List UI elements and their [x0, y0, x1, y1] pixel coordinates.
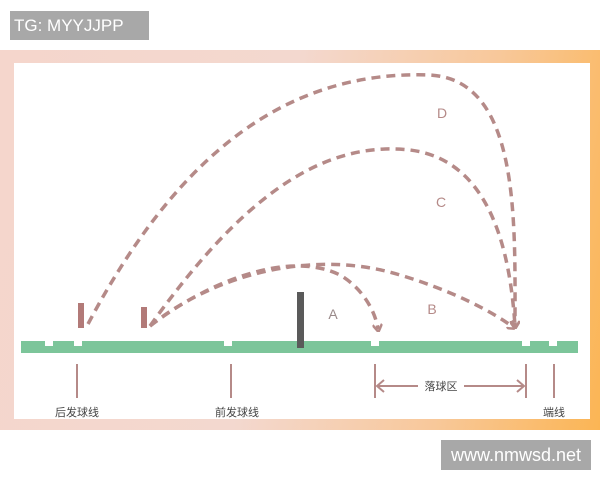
- landing-zone-label: 落球区: [425, 379, 458, 393]
- arrowhead-right-icon: [516, 379, 526, 393]
- watermark-top: TG: MYYJJPP: [10, 11, 149, 40]
- watermark-bottom: www.nmwsd.net: [441, 440, 591, 470]
- label-a: A: [328, 306, 338, 322]
- net: [297, 292, 304, 348]
- arrowhead-left-icon: [375, 379, 385, 393]
- racket-front: [141, 307, 147, 328]
- back-service-line-label: 后发球线: [55, 405, 99, 419]
- label-c: C: [436, 194, 446, 210]
- trajectory-d: [86, 73, 515, 326]
- label-b: B: [427, 301, 436, 317]
- label-d: D: [437, 105, 447, 121]
- trajectory-a: [148, 264, 378, 329]
- front-service-line-label: 前发球线: [215, 405, 259, 419]
- trajectory-c: [148, 147, 515, 326]
- end-line-label: 端线: [543, 405, 565, 419]
- racket-back: [78, 303, 84, 328]
- trajectory-b: [148, 262, 513, 327]
